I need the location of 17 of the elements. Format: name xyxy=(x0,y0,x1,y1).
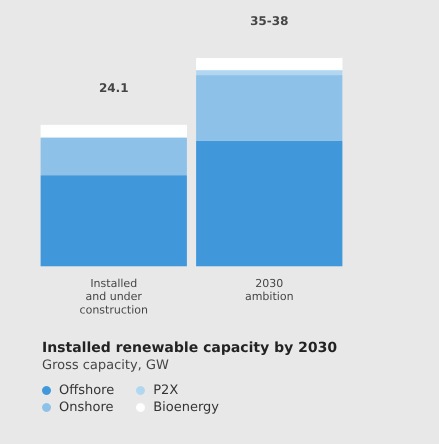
bar xyxy=(196,58,342,70)
legend-label: Bioenergy xyxy=(153,400,219,415)
annotation: 35-38 xyxy=(250,14,288,28)
text: Gross capacity, GW xyxy=(42,358,169,373)
legend-label: Onshore xyxy=(59,400,114,415)
text: Installed renewable capacity by 2030 xyxy=(42,340,338,356)
x-tick-label: Installed and under construction xyxy=(80,276,148,316)
annotation: 24.1 xyxy=(98,81,129,96)
bar xyxy=(196,70,342,76)
bar xyxy=(40,175,187,266)
bar xyxy=(40,138,187,176)
bar xyxy=(196,75,342,141)
bar xyxy=(196,140,342,266)
legend-label: Offshore xyxy=(59,383,114,398)
legend-label: P2X xyxy=(153,383,178,398)
bar xyxy=(40,124,187,138)
x-tick-label: 2030 ambition xyxy=(244,276,294,304)
